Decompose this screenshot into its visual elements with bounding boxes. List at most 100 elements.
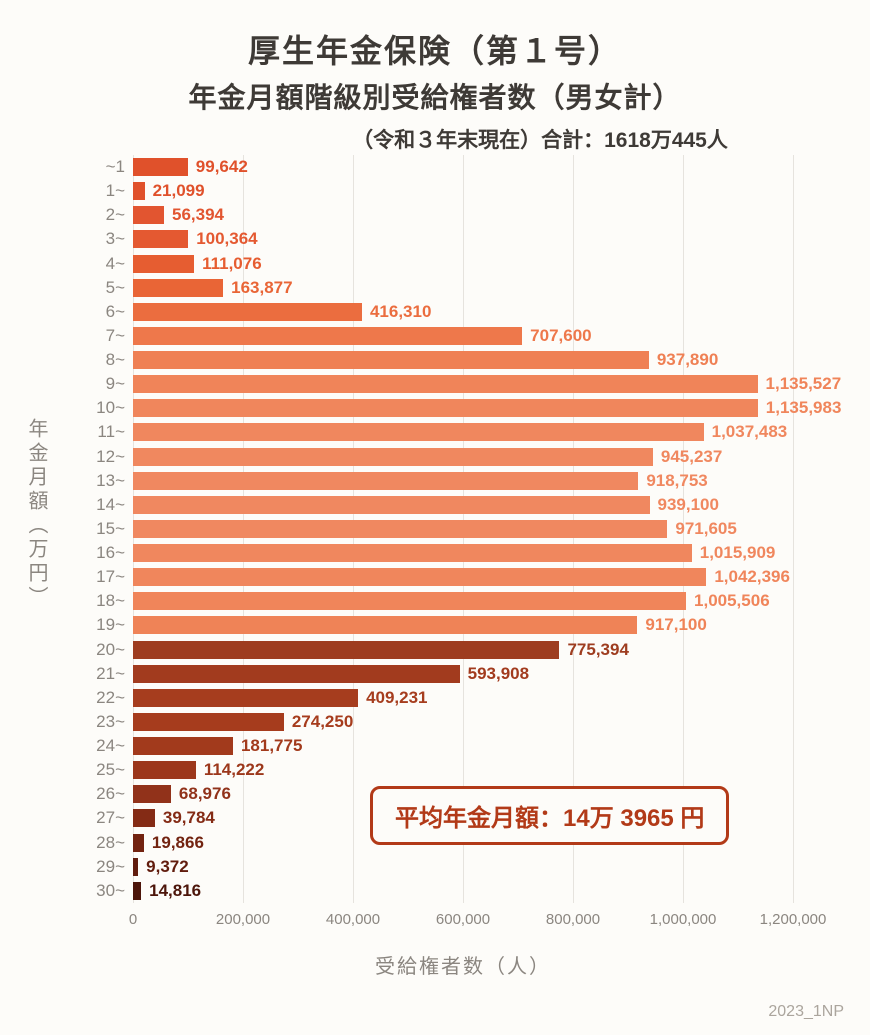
bar: [133, 375, 758, 394]
bar: [133, 568, 707, 587]
category-label: 26~: [96, 784, 125, 804]
bar: [133, 737, 233, 756]
bar-track: 707,600: [133, 324, 793, 348]
bar-track: 1,135,527: [133, 372, 841, 396]
bar-row: 19~ 917,100: [70, 613, 793, 637]
value-label: 111,076: [202, 253, 262, 273]
x-tick-label: 0: [128, 911, 138, 928]
category-label: 11~: [97, 422, 125, 442]
value-label: 100,364: [196, 229, 258, 249]
value-label: 707,600: [530, 325, 592, 345]
bar-row: 17~ 1,042,396: [70, 565, 793, 589]
bar: [133, 688, 359, 707]
bar-row: 4~ 111,076: [70, 252, 793, 276]
bar: [133, 519, 668, 538]
bar-row: 28~ 19,866: [70, 831, 793, 855]
bar-row: 9~ 1,135,527: [70, 372, 841, 396]
category-label: 8~: [105, 350, 125, 370]
category-label: 21~: [96, 663, 125, 683]
category-label: 30~: [96, 880, 125, 900]
category-label: 29~: [96, 856, 125, 876]
category-label: 4~: [105, 253, 125, 273]
bar-track: 416,310: [133, 300, 793, 324]
x-tick-label: 1,000,000: [649, 911, 717, 928]
bar-row: 6~ 416,310: [70, 300, 793, 324]
bar: [133, 423, 704, 442]
x-tick-label: 400,000: [325, 911, 381, 928]
gridline: [793, 155, 794, 903]
bar-row: 3~ 100,364: [70, 227, 793, 251]
value-label: 416,310: [369, 301, 432, 321]
bar: [133, 471, 639, 490]
bar-row: 30~ 14,816: [70, 879, 793, 903]
bar-row: 2~ 56,394: [70, 203, 793, 227]
value-label: 409,231: [366, 687, 428, 707]
bar: [133, 399, 758, 418]
bar: [133, 809, 155, 828]
value-label: 1,135,983: [765, 398, 842, 418]
y-axis-title: 年金月額（万円）: [25, 418, 47, 610]
value-label: 1,135,527: [765, 374, 842, 394]
category-label: 16~: [96, 543, 125, 563]
bar-track: 593,908: [133, 662, 793, 686]
category-label: 22~: [96, 687, 125, 707]
bar-track: 274,250: [133, 710, 793, 734]
bar-row: 29~ 9,372: [70, 855, 793, 879]
value-label: 56,394: [172, 205, 225, 225]
bar-track: 181,775: [133, 734, 793, 758]
bar-row: 12~ 945,237: [70, 445, 793, 469]
value-label: 19,866: [151, 832, 204, 852]
bar-row: 26~ 68,976: [70, 782, 793, 806]
bar-track: 100,364: [133, 227, 793, 251]
category-label: 9~: [105, 374, 125, 394]
bar-track: 775,394: [133, 638, 793, 662]
bar-track: 1,005,506: [133, 589, 793, 613]
watermark: 2023_1NP: [768, 1003, 844, 1020]
bar-track: 1,037,483: [133, 420, 793, 444]
bar: [133, 544, 692, 563]
value-label: 14,816: [149, 880, 202, 900]
value-label: 593,908: [467, 663, 530, 683]
bar-track: 99,642: [133, 155, 793, 179]
value-label: 1,042,396: [714, 567, 790, 587]
category-label: 18~: [96, 591, 125, 611]
plot-area: 平均年金月額：14万 3965 円: [133, 155, 794, 903]
category-label: 13~: [96, 470, 125, 490]
chart-caption: （令和３年末現在）合計：1618万445人: [352, 129, 728, 152]
category-label: 17~: [96, 567, 125, 587]
bar-row: 21~ 593,908: [70, 662, 793, 686]
x-axis-title: 受給権者数（人）: [375, 956, 551, 978]
bar-row: 22~ 409,231: [70, 686, 793, 710]
value-label: 21,099: [152, 181, 205, 201]
category-label: 2~: [105, 205, 125, 225]
bar-track: 56,394: [133, 203, 793, 227]
category-label: 6~: [105, 301, 125, 321]
category-label: 25~: [96, 760, 125, 780]
bar-row: 27~ 39,784: [70, 806, 793, 830]
gridline: [683, 155, 684, 903]
bar-row: 11~ 1,037,483: [70, 420, 793, 444]
category-label: 7~: [105, 325, 125, 345]
value-label: 39,784: [162, 808, 215, 828]
category-label: 12~: [96, 446, 125, 466]
bar-track: 68,976: [133, 782, 793, 806]
value-label: 775,394: [567, 639, 629, 659]
bar-row: 24~ 181,775: [70, 734, 793, 758]
bar-row: 14~ 939,100: [70, 493, 793, 517]
value-label: 68,976: [178, 784, 231, 804]
bar-row: 25~ 114,222: [70, 758, 793, 782]
bar-rows: ~1 99,642 1~ 21,099 2~ 56,394 3~ 100,364 4~ 111,0…: [70, 155, 841, 903]
bar-track: 39,784: [133, 806, 793, 830]
bar-track: 939,100: [133, 493, 793, 517]
bar: [133, 206, 165, 225]
average-annotation: 平均年金月額：14万 3965 円: [370, 786, 730, 845]
category-label: 14~: [96, 494, 125, 514]
x-tick-label: 800,000: [545, 911, 601, 928]
value-label: 1,015,909: [699, 543, 776, 563]
x-tick-label: 600,000: [435, 911, 491, 928]
value-label: 99,642: [195, 157, 248, 177]
value-label: 163,877: [231, 277, 293, 297]
bar: [133, 302, 362, 321]
bar: [133, 664, 460, 683]
bar-track: 9,372: [133, 855, 793, 879]
